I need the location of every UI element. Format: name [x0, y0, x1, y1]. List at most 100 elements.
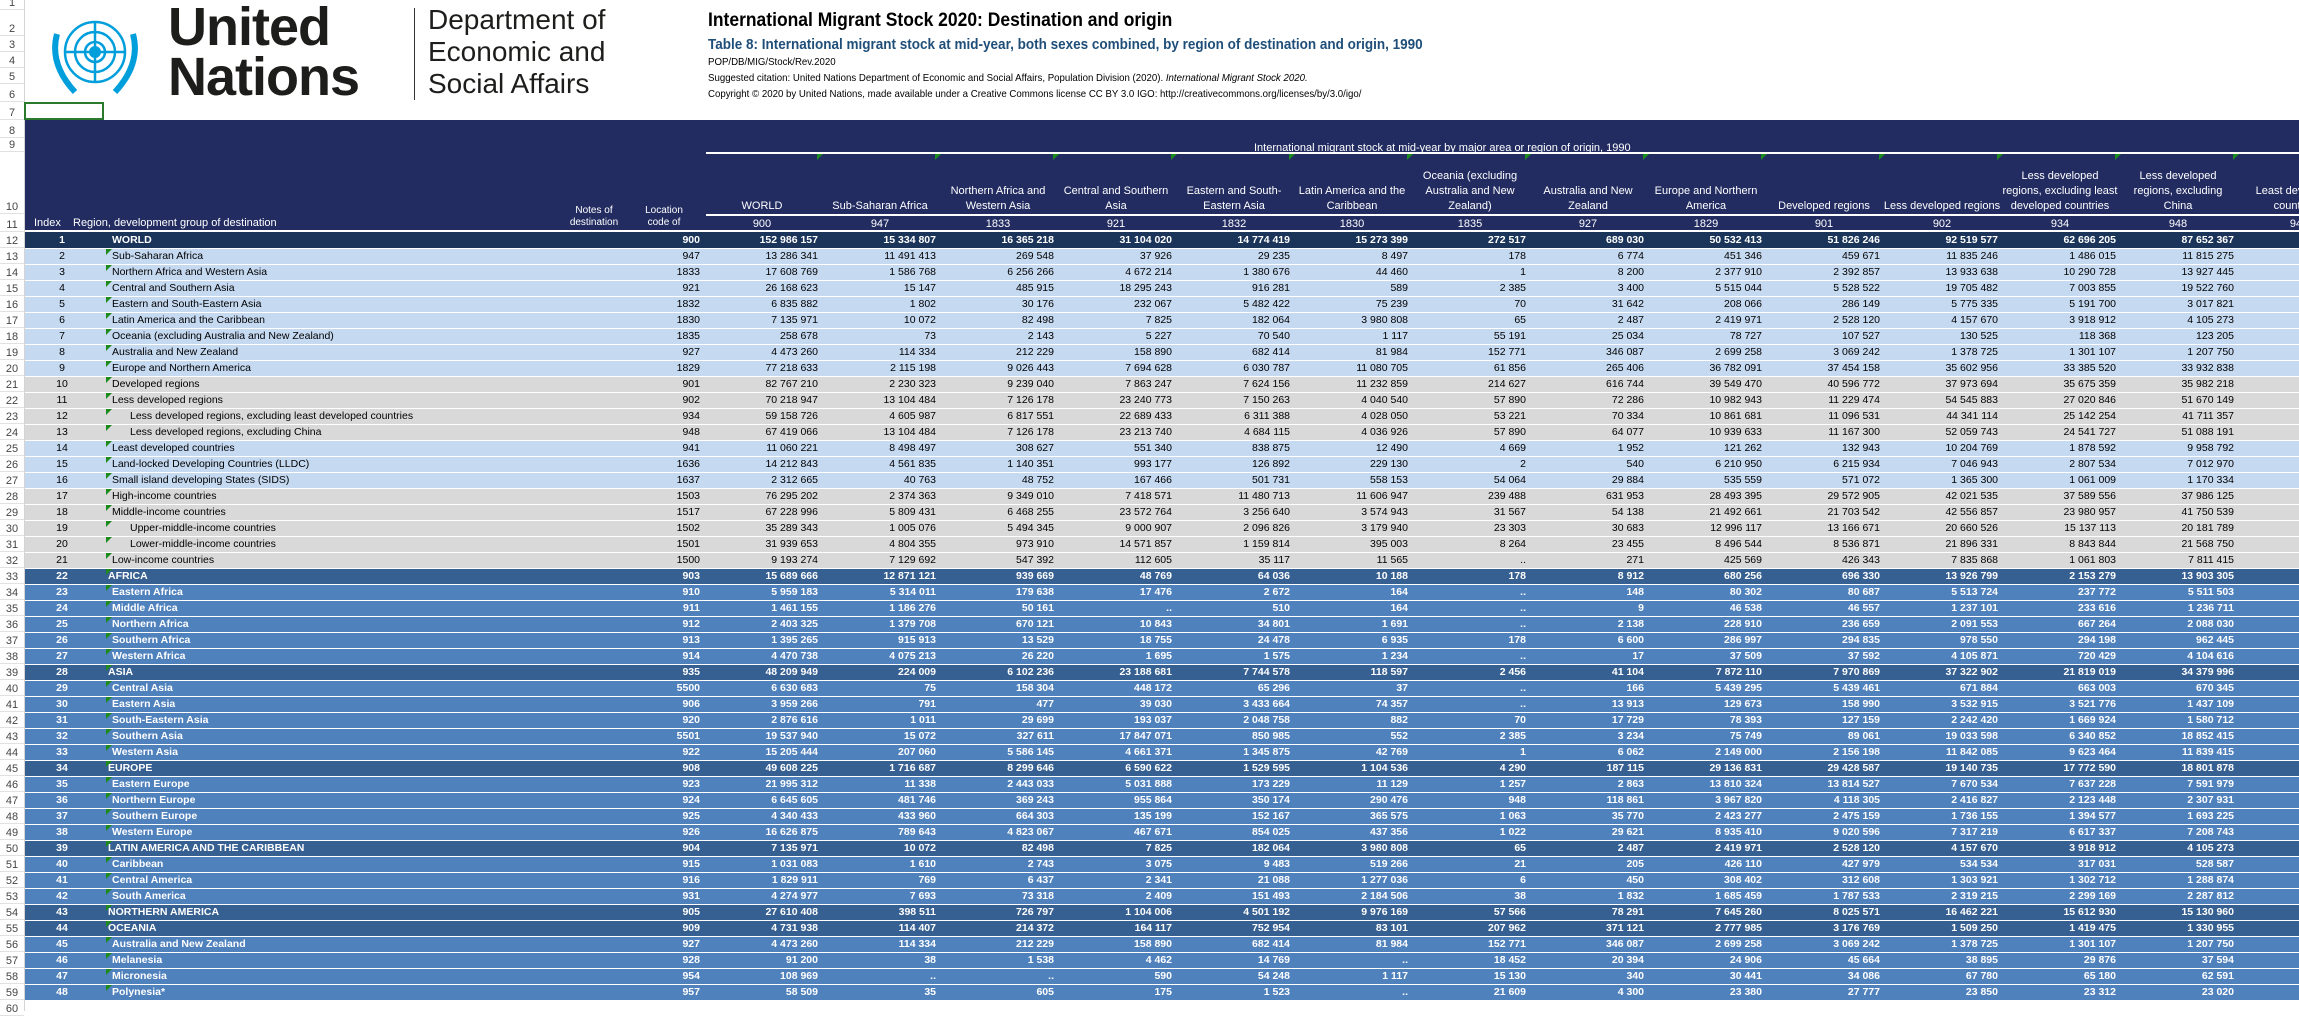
value-cell[interactable]: 2 287 812 — [2119, 888, 2237, 905]
value-cell[interactable]: 19 537 940 — [703, 728, 821, 745]
value-cell[interactable] — [2237, 968, 2299, 985]
location-code-cell[interactable]: 1500 — [630, 552, 703, 569]
value-cell[interactable]: 114 334 — [821, 344, 939, 361]
value-cell[interactable]: 14 212 843 — [703, 456, 821, 473]
value-cell[interactable]: 2 419 971 — [1647, 840, 1765, 857]
value-cell[interactable]: 21 — [1411, 856, 1529, 873]
notes-cell[interactable] — [545, 552, 630, 569]
value-cell[interactable]: 53 221 — [1411, 408, 1529, 425]
value-cell[interactable]: 83 101 — [1293, 920, 1411, 937]
location-code-cell[interactable]: 920 — [630, 712, 703, 729]
value-cell[interactable]: 1 394 577 — [2001, 808, 2119, 825]
value-cell[interactable]: 178 — [1411, 632, 1529, 649]
value-cell[interactable]: 1 529 595 — [1175, 760, 1293, 777]
value-cell[interactable]: 2 699 258 — [1647, 936, 1765, 953]
value-cell[interactable]: 1 378 725 — [1883, 936, 2001, 953]
value-cell[interactable] — [2237, 840, 2299, 857]
value-cell[interactable]: 13 913 — [1529, 696, 1647, 713]
value-cell[interactable]: 450 — [1529, 872, 1647, 889]
location-code-cell[interactable]: 1636 — [630, 456, 703, 473]
value-cell[interactable]: 34 086 — [1765, 968, 1883, 985]
value-cell[interactable]: 2 419 971 — [1647, 312, 1765, 329]
value-cell[interactable]: 4 669 — [1411, 440, 1529, 457]
value-cell[interactable]: 7 825 — [1057, 312, 1175, 329]
value-cell[interactable]: 23 572 764 — [1057, 504, 1175, 521]
region-cell[interactable]: Least developed countries — [100, 440, 545, 457]
value-cell[interactable]: 682 414 — [1175, 344, 1293, 361]
row-number[interactable]: 10 — [0, 152, 24, 214]
location-code-cell[interactable]: 1835 — [630, 328, 703, 345]
value-cell[interactable]: 696 330 — [1765, 568, 1883, 585]
value-cell[interactable]: 571 072 — [1765, 472, 1883, 489]
value-cell[interactable]: 33 385 520 — [2001, 360, 2119, 377]
value-cell[interactable]: 118 597 — [1293, 664, 1411, 681]
value-cell[interactable]: 8 025 571 — [1765, 904, 1883, 921]
value-cell[interactable]: 64 036 — [1175, 568, 1293, 585]
value-cell[interactable]: 5 439 461 — [1765, 680, 1883, 697]
value-cell[interactable] — [2237, 424, 2299, 441]
value-cell[interactable]: 2 528 120 — [1765, 840, 1883, 857]
value-cell[interactable]: 7 046 943 — [1883, 456, 2001, 473]
value-cell[interactable]: 182 064 — [1175, 840, 1293, 857]
value-cell[interactable]: 3 069 242 — [1765, 936, 1883, 953]
value-cell[interactable]: 24 478 — [1175, 632, 1293, 649]
value-cell[interactable]: 7 208 743 — [2119, 824, 2237, 841]
value-cell[interactable]: 9 976 169 — [1293, 904, 1411, 921]
notes-cell[interactable] — [545, 744, 630, 761]
location-code-cell[interactable]: 905 — [630, 904, 703, 921]
region-cell[interactable]: Central America — [100, 872, 545, 889]
value-cell[interactable]: 1 301 107 — [2001, 344, 2119, 361]
region-cell[interactable]: Eastern Africa — [100, 584, 545, 601]
value-cell[interactable]: 1 669 924 — [2001, 712, 2119, 729]
value-cell[interactable]: 3 918 912 — [2001, 312, 2119, 329]
value-cell[interactable]: 17 476 — [1057, 584, 1175, 601]
index-cell[interactable]: 31 — [24, 712, 100, 729]
row-number[interactable]: 3 — [0, 36, 24, 52]
value-cell[interactable]: 1 117 — [1293, 328, 1411, 345]
location-code-cell[interactable]: 910 — [630, 584, 703, 601]
row-number[interactable]: 8 — [0, 120, 24, 138]
value-cell[interactable]: 1 063 — [1411, 808, 1529, 825]
value-cell[interactable]: 2 184 506 — [1293, 888, 1411, 905]
value-cell[interactable] — [2237, 728, 2299, 745]
value-cell[interactable]: 1 237 101 — [1883, 600, 2001, 617]
value-cell[interactable]: 39 549 470 — [1647, 376, 1765, 393]
value-cell[interactable]: 1 736 155 — [1883, 808, 2001, 825]
value-cell[interactable]: 10 843 — [1057, 616, 1175, 633]
value-cell[interactable]: 4 105 273 — [2119, 840, 2237, 857]
value-cell[interactable]: 212 229 — [939, 344, 1057, 361]
value-cell[interactable]: 2 230 323 — [821, 376, 939, 393]
value-cell[interactable]: 21 492 661 — [1647, 504, 1765, 521]
value-cell[interactable] — [2237, 600, 2299, 617]
value-cell[interactable]: 29 884 — [1529, 472, 1647, 489]
value-cell[interactable]: 467 671 — [1057, 824, 1175, 841]
value-cell[interactable]: 769 — [821, 872, 939, 889]
notes-cell[interactable] — [545, 824, 630, 841]
value-cell[interactable]: 485 915 — [939, 280, 1057, 297]
value-cell[interactable]: 205 — [1529, 856, 1647, 873]
region-cell[interactable]: Sub-Saharan Africa — [100, 248, 545, 265]
value-cell[interactable]: 82 498 — [939, 840, 1057, 857]
value-cell[interactable]: 16 462 221 — [1883, 904, 2001, 921]
notes-cell[interactable] — [545, 312, 630, 329]
value-cell[interactable]: 9 — [1529, 600, 1647, 617]
value-cell[interactable]: 132 943 — [1765, 440, 1883, 457]
value-cell[interactable]: 3 980 808 — [1293, 312, 1411, 329]
value-cell[interactable]: 752 954 — [1175, 920, 1293, 937]
value-cell[interactable]: 107 527 — [1765, 328, 1883, 345]
value-cell[interactable] — [2237, 888, 2299, 905]
row-number[interactable]: 6 — [0, 84, 24, 102]
value-cell[interactable]: 173 229 — [1175, 776, 1293, 793]
value-cell[interactable]: 4 473 260 — [703, 936, 821, 953]
value-cell[interactable]: 1 685 459 — [1647, 888, 1765, 905]
value-cell[interactable]: 7 126 178 — [939, 392, 1057, 409]
row-number[interactable]: 43 — [0, 728, 24, 744]
value-cell[interactable]: 38 — [821, 952, 939, 969]
value-cell[interactable]: 61 856 — [1411, 360, 1529, 377]
index-cell[interactable]: 25 — [24, 616, 100, 633]
value-cell[interactable]: 15 137 113 — [2001, 520, 2119, 537]
location-code-cell[interactable]: 5500 — [630, 680, 703, 697]
value-cell[interactable]: 1 159 814 — [1175, 536, 1293, 553]
value-cell[interactable] — [2237, 408, 2299, 425]
notes-cell[interactable] — [545, 424, 630, 441]
